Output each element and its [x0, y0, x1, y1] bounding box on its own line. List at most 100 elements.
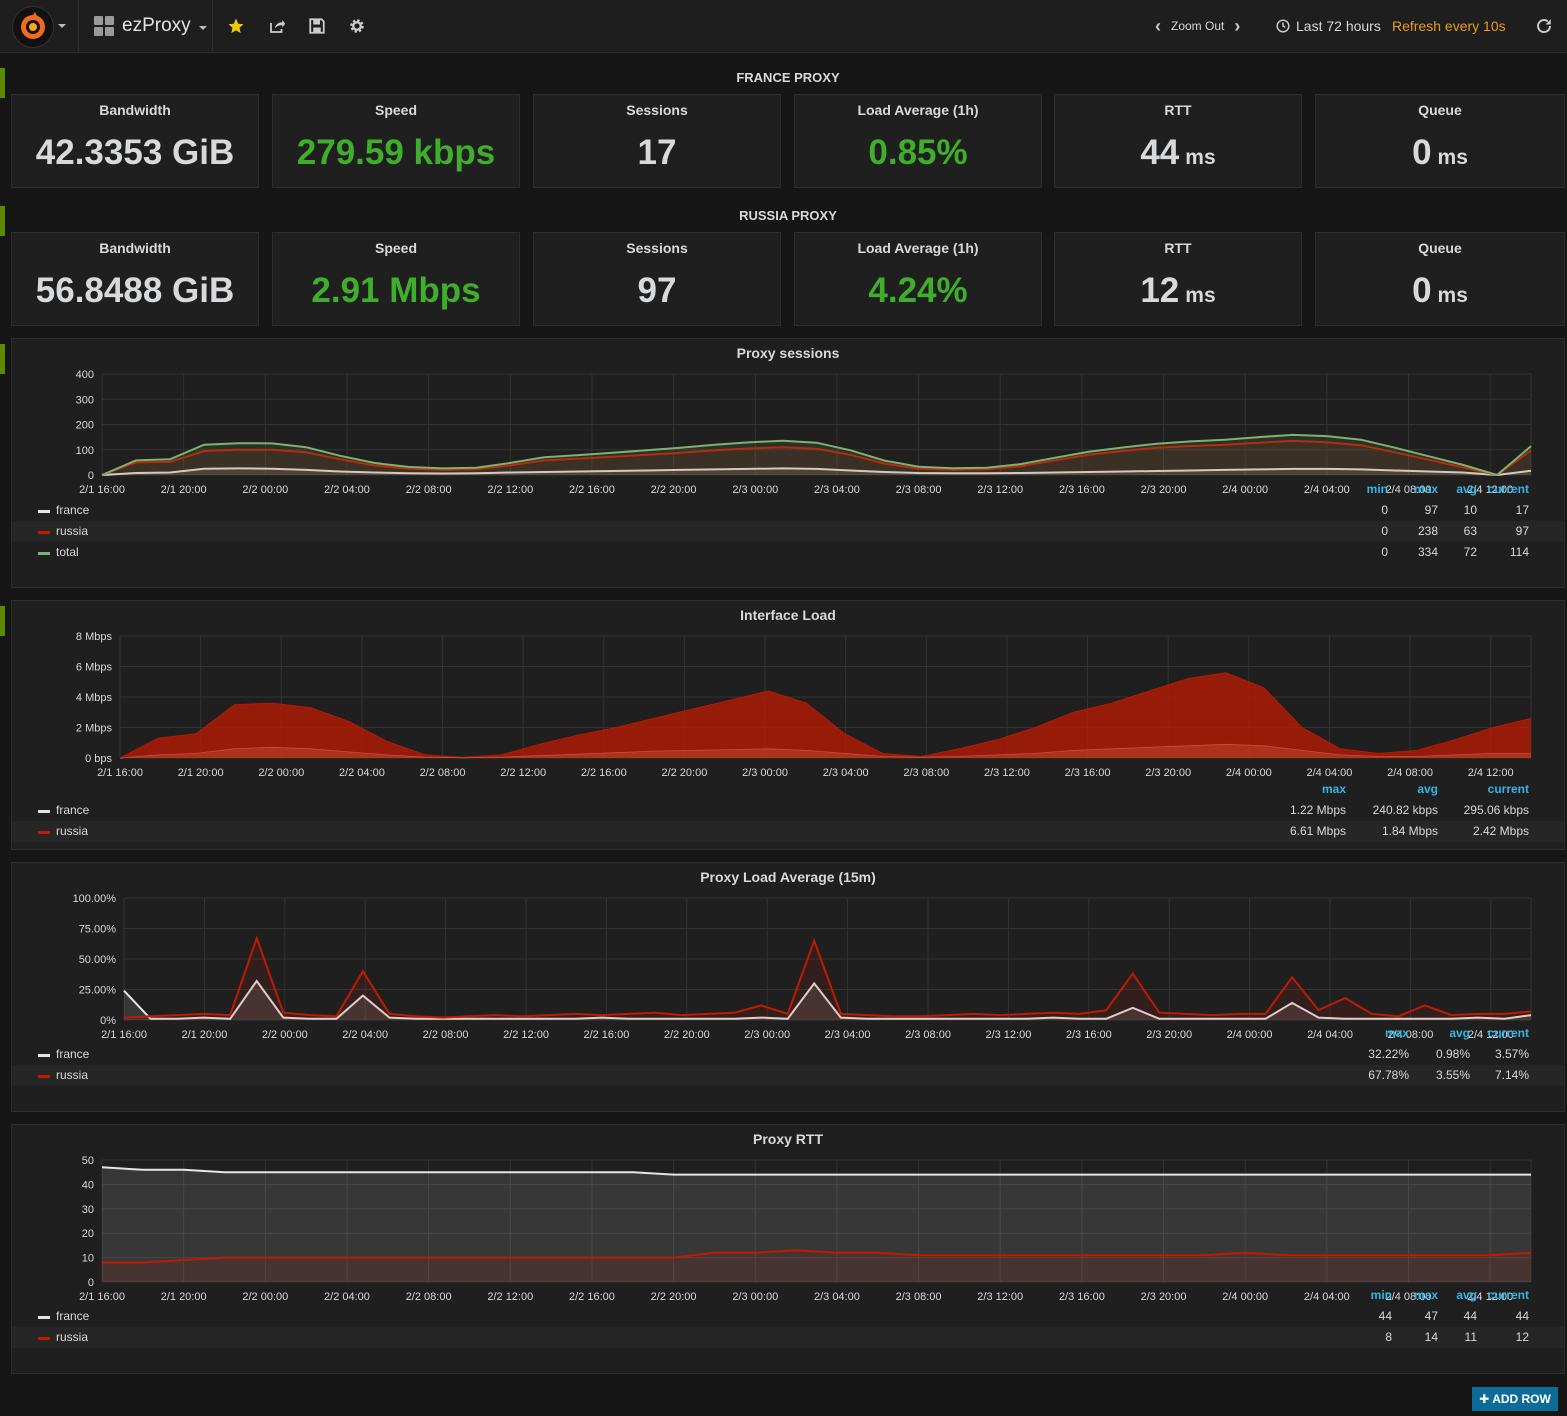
legend-column-header[interactable]: avg — [1456, 1288, 1477, 1302]
panel-title[interactable]: Proxy sessions — [736, 345, 840, 361]
legend-value-avg: 240.82 kbps — [1372, 803, 1438, 817]
stat-value: 12 — [1140, 271, 1180, 310]
chevron-left-icon[interactable]: ‹ — [1155, 15, 1161, 36]
legend-swatch[interactable] — [38, 1337, 50, 1340]
stat-panel-bandwidth[interactable]: Bandwidth 56.8488 GiB — [11, 232, 259, 326]
legend-column-header[interactable]: avg — [1417, 782, 1438, 796]
row-collapse-marker[interactable] — [0, 68, 5, 98]
legend-swatch[interactable] — [38, 831, 50, 834]
load-average-panel: Proxy Load Average (15m) 0% 25.00% 50.00% 7… — [11, 862, 1565, 1112]
legend-column-header[interactable]: current — [1487, 482, 1529, 496]
panel-title[interactable]: Proxy Load Average (15m) — [700, 869, 876, 885]
stat-panel-queue[interactable]: Queue 0 ms — [1315, 94, 1565, 188]
y-tick-label: 0 — [88, 1277, 94, 1289]
legend-value-min: 0 — [1381, 503, 1388, 517]
stat-panel-rtt[interactable]: RTT 12 ms — [1054, 232, 1302, 326]
legend-column-header[interactable]: current — [1487, 782, 1529, 796]
panel-title[interactable]: Proxy RTT — [752, 1131, 823, 1147]
y-tick-label: 25.00% — [79, 985, 117, 997]
legend-column-header[interactable]: min — [1370, 1288, 1392, 1302]
legend-series-name[interactable]: russia — [56, 1330, 89, 1344]
stat-label: Speed — [374, 102, 417, 118]
legend-swatch[interactable] — [38, 531, 50, 534]
legend-series-name[interactable]: russia — [56, 524, 89, 538]
legend-series-name[interactable]: france — [56, 803, 90, 817]
legend-series-name[interactable]: france — [56, 503, 90, 517]
legend-row-russia[interactable]: russia 0 238 63 97 — [12, 521, 1564, 542]
stat-panel-sessions[interactable]: Sessions 97 — [533, 232, 781, 326]
caret-down-icon[interactable] — [58, 24, 66, 28]
legend-series-name[interactable]: total — [56, 545, 79, 559]
legend-column-header[interactable]: max — [1413, 482, 1438, 496]
stat-panel-rtt[interactable]: RTT 44 ms — [1054, 94, 1302, 188]
stat-panel-speed[interactable]: Speed 279.59 kbps — [272, 94, 520, 188]
legend-column-header[interactable]: avg — [1456, 482, 1477, 496]
share-button[interactable] — [265, 14, 289, 38]
add-row-button[interactable]: ✚ ADD ROW — [1472, 1387, 1558, 1411]
refresh-interval[interactable]: Refresh every 10s — [1392, 18, 1506, 34]
legend-row-france[interactable]: france 0 97 10 17 — [12, 500, 1564, 521]
x-tick-label: 2/3 16:00 — [1065, 767, 1111, 779]
stat-panel-speed[interactable]: Speed 2.91 Mbps — [272, 232, 520, 326]
legend-value-current: 295.06 kbps — [1463, 803, 1529, 817]
stat-panel-queue[interactable]: Queue 0 ms — [1315, 232, 1565, 326]
legend-column-header[interactable]: max — [1384, 1026, 1409, 1040]
legend-column-header[interactable]: max — [1413, 1288, 1438, 1302]
row-collapse-marker[interactable] — [0, 606, 5, 636]
row-collapse-marker[interactable] — [0, 344, 5, 374]
legend-series-name[interactable]: france — [56, 1309, 90, 1323]
refresh-button[interactable] — [1532, 14, 1556, 38]
zoom-out-button[interactable]: Zoom Out — [1171, 19, 1225, 33]
legend-column-header[interactable]: current — [1487, 1288, 1529, 1302]
dashboard-picker[interactable]: ezProxy — [94, 10, 207, 42]
legend-series-name[interactable]: russia — [56, 1068, 89, 1082]
x-tick-label: 2/2 00:00 — [262, 1029, 308, 1041]
x-tick-label: 2/3 20:00 — [1145, 767, 1191, 779]
clock-icon — [1276, 19, 1290, 33]
legend-column-header[interactable]: max — [1321, 782, 1346, 796]
legend-swatch[interactable] — [38, 510, 50, 513]
legend-row-france[interactable]: france 44 47 44 44 — [12, 1306, 1564, 1327]
legend-row-total[interactable]: total 0 334 72 114 — [12, 542, 1564, 563]
series-area-russia — [102, 440, 1531, 475]
settings-button[interactable] — [345, 14, 369, 38]
legend-row-france[interactable]: france 1.22 Mbps 240.82 kbps 295.06 kbps — [12, 800, 1564, 821]
stat-value-wrap: 2.91 Mbps — [273, 271, 519, 311]
legend-column-header[interactable]: current — [1487, 1026, 1529, 1040]
legend-row-france[interactable]: france 32.22% 0.98% 3.57% — [12, 1044, 1564, 1065]
stat-value-wrap: 279.59 kbps — [273, 133, 519, 173]
x-tick-label: 2/3 20:00 — [1146, 1029, 1192, 1041]
stat-panel-load-average-1h[interactable]: Load Average (1h) 0.85% — [794, 94, 1042, 188]
x-tick-label: 2/3 16:00 — [1059, 1291, 1105, 1303]
grafana-logo[interactable] — [12, 6, 54, 48]
stat-panel-bandwidth[interactable]: Bandwidth 42.3353 GiB — [11, 94, 259, 188]
legend-row-russia[interactable]: russia 67.78% 3.55% 7.14% — [12, 1065, 1564, 1086]
legend-column-header[interactable]: avg — [1449, 1026, 1470, 1040]
legend-value-avg: 72 — [1463, 545, 1477, 559]
legend-column-header[interactable]: min — [1366, 482, 1388, 496]
row-collapse-marker[interactable] — [0, 206, 5, 236]
legend-swatch[interactable] — [38, 552, 50, 555]
legend-swatch[interactable] — [38, 1075, 50, 1078]
legend-swatch[interactable] — [38, 1316, 50, 1319]
x-tick-label: 2/1 16:00 — [97, 767, 143, 779]
x-tick-label: 2/1 20:00 — [161, 1291, 207, 1303]
legend-swatch[interactable] — [38, 810, 50, 813]
save-button[interactable] — [305, 14, 329, 38]
stat-panel-load-average-1h[interactable]: Load Average (1h) 4.24% — [794, 232, 1042, 326]
legend-series-name[interactable]: france — [56, 1047, 90, 1061]
legend-swatch[interactable] — [38, 1054, 50, 1057]
x-tick-label: 2/3 00:00 — [732, 484, 778, 496]
legend-value-max: 14 — [1424, 1330, 1438, 1344]
time-range-picker[interactable]: Last 72 hours — [1276, 14, 1381, 38]
panel-title[interactable]: Interface Load — [740, 607, 836, 623]
stat-panel-sessions[interactable]: Sessions 17 — [533, 94, 781, 188]
legend-row-russia[interactable]: russia 8 14 11 12 — [12, 1327, 1564, 1348]
chevron-right-icon[interactable]: › — [1234, 15, 1241, 36]
legend-series-name[interactable]: russia — [56, 824, 89, 838]
star-button[interactable] — [224, 14, 248, 38]
stat-value-wrap: 44 ms — [1055, 133, 1301, 173]
legend-value-max: 67.78% — [1368, 1068, 1409, 1082]
legend-row-russia[interactable]: russia 6.61 Mbps 1.84 Mbps 2.42 Mbps — [12, 821, 1564, 842]
stat-value: 2.91 Mbps — [311, 271, 481, 310]
